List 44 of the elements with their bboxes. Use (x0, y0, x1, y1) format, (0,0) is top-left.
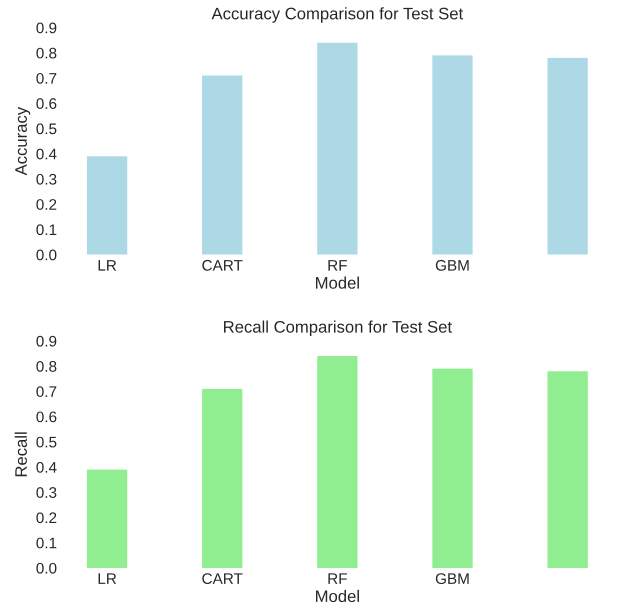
y-tick-label: 0.4 (36, 148, 57, 160)
y-tick-label: 0.8 (36, 48, 56, 59)
chart-title: Recall Comparison for Test Set (224, 320, 452, 336)
y-tick-label: 0.0 (36, 250, 56, 260)
y-tick-label: 0.9 (36, 22, 56, 34)
bar (432, 368, 473, 568)
bar (317, 42, 358, 255)
x-tick-label: CART (202, 573, 243, 584)
x-tick-label: RF (328, 260, 347, 271)
bar (547, 58, 588, 255)
y-tick-label: 0.6 (36, 98, 56, 109)
y-tick-label: 0.9 (36, 336, 56, 347)
y-tick-label: 0.3 (36, 174, 56, 185)
y-tick-label: 0.2 (36, 512, 56, 524)
bar (86, 470, 128, 568)
x-tick-label: GBM (436, 573, 469, 584)
x-tick-label: LR (98, 260, 116, 271)
bar (547, 371, 588, 568)
x-tick-label: RF (328, 573, 347, 584)
x-axis-title: Model (316, 276, 359, 289)
y-tick-label: 0.5 (36, 123, 56, 134)
y-tick-label: 0.1 (36, 538, 56, 548)
y-axis-title: Accuracy (15, 106, 30, 176)
y-tick-label: 0.2 (36, 199, 56, 210)
x-tick-label: GBM (436, 260, 469, 271)
y-tick-label: 0.7 (36, 72, 56, 84)
bar (86, 156, 128, 255)
x-tick-label: CART (202, 260, 243, 271)
bar (317, 356, 358, 568)
bar (202, 388, 242, 568)
chart-title: Accuracy Comparison for Test Set (212, 7, 464, 23)
y-tick-label: 0.5 (36, 436, 56, 448)
y-axis-title: Recall (14, 432, 27, 476)
y-tick-label: 0.0 (36, 562, 56, 574)
y-tick-label: 0.7 (36, 386, 56, 398)
x-axis-title: Model (316, 590, 359, 602)
bar (432, 55, 473, 255)
x-tick-label: LR (98, 573, 116, 584)
y-tick-label: 0.3 (36, 487, 56, 498)
y-tick-label: 0.8 (36, 361, 56, 372)
y-tick-label: 0.1 (36, 224, 56, 236)
y-tick-label: 0.4 (36, 462, 57, 473)
bar (202, 76, 242, 255)
y-tick-label: 0.6 (36, 411, 56, 422)
